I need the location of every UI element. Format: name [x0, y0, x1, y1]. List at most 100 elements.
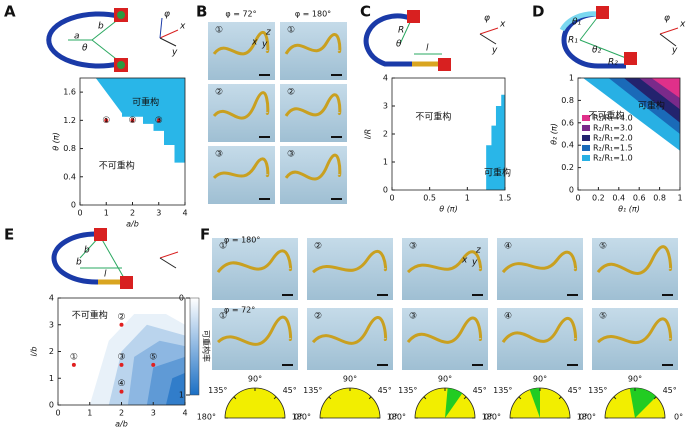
point-label: ③: [155, 116, 163, 126]
ribbon: [501, 317, 578, 344]
diagram-label: R: [398, 26, 404, 36]
gauge: [224, 387, 286, 419]
x-tick-label: 0.4: [612, 194, 625, 203]
data-point: [151, 362, 156, 367]
diagram-label: R₁: [568, 36, 578, 46]
x-tick-label: 1: [104, 209, 109, 218]
row-label: ②: [215, 88, 223, 98]
gauge: [414, 387, 476, 419]
joint: [120, 276, 133, 289]
gauge-tick-label: 0°: [579, 413, 588, 422]
diagram-label: φ: [664, 14, 670, 24]
region-label: 不可重构: [99, 160, 135, 172]
ribbon: [212, 31, 270, 56]
region-label: 可重构: [638, 100, 665, 112]
gauge-tick: [653, 396, 657, 400]
gauge-tick: [613, 396, 617, 400]
x-tick-label: 1: [677, 194, 682, 203]
diagram-label: θ: [396, 40, 402, 50]
region: [486, 94, 505, 190]
row-label: ①: [215, 26, 223, 36]
legend-label: R₂/R₁=1.0: [593, 154, 633, 163]
photo-number: ①: [219, 312, 227, 322]
joint: [94, 228, 107, 241]
gauge: [319, 387, 381, 419]
gauge-tick-label: 135°: [588, 386, 607, 395]
diagram-label: x: [179, 22, 186, 32]
axis: [159, 37, 177, 47]
axis: [479, 27, 499, 35]
gauge-tick-label: 90°: [628, 375, 642, 384]
axis: [159, 29, 179, 39]
y-axis-label: θ (π): [52, 132, 61, 151]
legend-label: R₂/R₁=1.5: [593, 144, 633, 153]
panel-letter: B: [196, 3, 207, 21]
gauge-tick: [368, 396, 372, 400]
y-tick-label: 0: [383, 186, 388, 195]
column-label: φ = 72°: [225, 10, 256, 19]
joint: [624, 52, 637, 65]
diagram-label: y: [171, 48, 178, 58]
x-tick-label: 2: [119, 409, 124, 418]
colorbar-tick-label: 1: [179, 391, 184, 400]
axis-label: y: [471, 258, 478, 268]
y-tick-label: 3: [49, 320, 54, 329]
y-tick-label: 0.8: [561, 96, 574, 105]
x-tick-label: 0.8: [653, 194, 666, 203]
gauge-tick-label: 0°: [389, 413, 398, 422]
gauge-tick-label: 0°: [294, 413, 303, 422]
x-tick-label: 3: [156, 209, 161, 218]
y-tick-label: 1.2: [63, 116, 76, 125]
ribbon: [406, 316, 483, 344]
ribbon: [501, 250, 578, 274]
diagram-label: l: [104, 270, 107, 280]
y-tick-label: 0.8: [63, 144, 76, 153]
ribbon: [596, 317, 673, 344]
axis-label: y: [261, 40, 268, 50]
axis: [159, 17, 163, 39]
colorbar: [189, 297, 200, 396]
point-label: ②: [128, 116, 136, 126]
photo-number: ⑤: [599, 312, 607, 322]
region-label: 不可重构: [415, 111, 451, 123]
photo-number: ③: [409, 312, 417, 322]
ribbon: [284, 93, 342, 117]
row-label: φ = 180°: [224, 236, 260, 245]
y-tick-label: 4: [383, 74, 388, 83]
legend-swatch: [582, 145, 590, 151]
y-tick-label: 0.2: [561, 163, 574, 172]
x-tick-label: 0.5: [423, 194, 436, 203]
gauge-tick-label: 180°: [482, 413, 501, 422]
gauge-tick: [463, 396, 467, 400]
joint: [438, 58, 451, 71]
diagram-label: l: [426, 44, 429, 54]
joint: [596, 6, 609, 19]
green-sector: [529, 388, 540, 418]
gauge-tick-label: 135°: [398, 386, 417, 395]
axis: [159, 257, 177, 269]
x-axis-label: a/b: [126, 220, 139, 229]
joint: [117, 61, 125, 69]
axis: [479, 33, 497, 45]
gauge-tick-label: 45°: [663, 386, 677, 395]
ring: [559, 11, 599, 32]
y-axis-label: l/R: [364, 129, 373, 139]
axis-label: z: [475, 246, 481, 256]
colorbar-tick-label: 0: [179, 294, 184, 303]
ring: [51, 231, 118, 285]
y-tick-label: 0.4: [63, 172, 76, 181]
ribbon: [212, 91, 270, 120]
arm: [579, 39, 627, 59]
legend-swatch: [582, 155, 590, 161]
x-tick-label: 1: [87, 409, 92, 418]
gauge-tick: [423, 396, 427, 400]
colorbar-label: 可重构率: [202, 330, 212, 362]
plot-frame: [577, 77, 681, 191]
x-tick-label: 0: [389, 194, 394, 203]
row-label: ③: [215, 150, 223, 160]
gauge-tick-label: 45°: [283, 386, 297, 395]
diagram-label: φ: [164, 10, 170, 20]
gauge-tick-label: 135°: [493, 386, 512, 395]
region: [165, 372, 185, 405]
gauge-tick: [558, 396, 562, 400]
